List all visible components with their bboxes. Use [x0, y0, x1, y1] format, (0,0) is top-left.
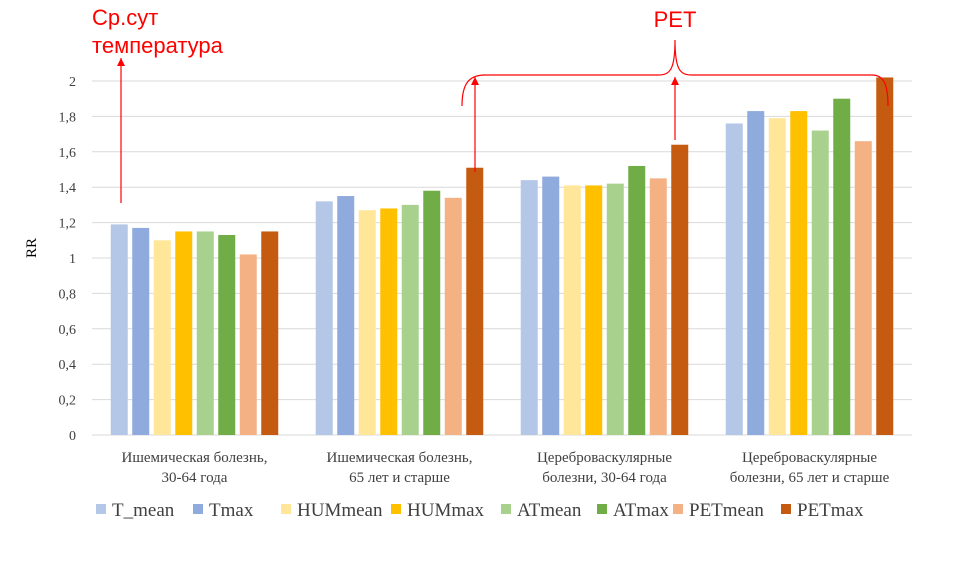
legend-swatch-PETmax: [781, 504, 791, 514]
legend-label-PETmean: PETmean: [689, 500, 764, 521]
category-label: 65 лет и старше: [349, 470, 450, 486]
legend-swatch-ATmean: [501, 504, 511, 514]
bar-Tmax: [132, 227, 150, 435]
annotation-pet-label: PET: [654, 7, 697, 32]
category-label: болезни, 30-64 года: [542, 470, 667, 486]
category-label: Цереброваскулярные: [742, 450, 877, 466]
category-label: болезни, 65 лет и старше: [730, 470, 890, 486]
legend-swatch-Tmax: [193, 504, 203, 514]
annotations: Ср.сут температура PET: [92, 5, 889, 203]
legend-label-PETmax: PETmax: [797, 500, 864, 521]
y-tick-label: 1: [69, 252, 76, 267]
bar-ATmax: [628, 165, 646, 435]
annotation-left-label: Ср.сут: [92, 5, 158, 30]
bars: [110, 77, 894, 436]
bar-ATmax: [218, 234, 236, 435]
y-tick-label: 1,4: [59, 181, 77, 196]
bar-T_mean: [520, 180, 538, 435]
category-label: Ишемическая болезнь,: [122, 450, 268, 466]
annotation-brace: [461, 39, 889, 107]
bar-HUMmax: [175, 231, 193, 435]
arrow-left-head: [117, 58, 125, 66]
bar-ATmean: [401, 204, 419, 435]
y-tick-label: 0: [69, 429, 76, 444]
y-tick-label: 0,6: [59, 323, 77, 338]
y-axis-tick-labels: 0 0,2 0,4 0,6 0,8 1 1,2 1,4 1,6 1,8 2: [59, 75, 77, 444]
legend-swatch-ATmax: [597, 504, 607, 514]
arrow-pet-2-head: [671, 77, 679, 85]
category-label: 30-64 года: [162, 470, 228, 486]
y-tick-label: 0,4: [59, 358, 77, 373]
category-label: Ишемическая болезнь,: [327, 450, 473, 466]
bar-HUMmean: [563, 185, 581, 435]
x-axis-category-labels: Ишемическая болезнь, 30-64 года Ишемическа…: [122, 450, 890, 486]
bar-Tmax: [542, 176, 560, 435]
bar-ATmean: [196, 231, 214, 435]
bar-PETmax: [876, 77, 894, 436]
y-tick-label: 0,2: [59, 394, 77, 409]
bar-PETmean: [854, 141, 872, 435]
y-tick-label: 0,8: [59, 287, 77, 302]
legend-label-HUMmean: HUMmean: [297, 500, 383, 521]
bar-Tmax: [747, 111, 765, 435]
bar-ATmax: [423, 190, 441, 435]
legend-swatch-HUMmax: [391, 504, 401, 514]
legend-label-ATmean: ATmean: [517, 500, 582, 521]
annotation-left-label: температура: [92, 33, 224, 58]
bar-T_mean: [315, 201, 333, 435]
bar-HUMmax: [380, 208, 398, 435]
bar-HUMmean: [153, 240, 171, 435]
legend-label-ATmax: ATmax: [613, 500, 669, 521]
y-tick-label: 1,8: [59, 110, 77, 125]
bar-T_mean: [725, 123, 743, 435]
bar-HUMmean: [358, 210, 376, 435]
bar-HUMmean: [768, 118, 786, 436]
bar-PETmax: [261, 231, 279, 435]
bar-PETmax: [466, 167, 484, 436]
y-tick-label: 2: [69, 75, 76, 90]
bar-PETmax: [671, 144, 689, 435]
y-tick-label: 1,6: [59, 146, 77, 161]
arrow-pet-1-head: [471, 77, 479, 85]
bar-PETmean: [239, 254, 257, 435]
legend-swatch-HUMmean: [281, 504, 291, 514]
y-tick-label: 1,2: [59, 217, 77, 232]
bar-ATmean: [811, 130, 829, 435]
bar-T_mean: [110, 224, 128, 435]
legend-swatch-PETmean: [673, 504, 683, 514]
legend-swatch-T_mean: [96, 504, 106, 514]
bar-ATmean: [606, 183, 624, 435]
legend-label-HUMmax: HUMmax: [407, 500, 485, 521]
bar-PETmean: [444, 197, 462, 435]
legend-label-T_mean: T_mean: [112, 500, 175, 521]
bar-HUMmax: [585, 185, 603, 435]
y-axis-label: RR: [24, 238, 40, 258]
bar-ATmax: [833, 98, 851, 435]
bar-HUMmax: [790, 111, 808, 435]
legend-label-Tmax: Tmax: [209, 500, 254, 521]
bar-PETmean: [649, 178, 667, 435]
legend: T_mean Tmax HUMmean HUMmax ATmean ATmax PETmea…: [96, 500, 864, 521]
bar-Tmax: [337, 196, 355, 435]
category-label: Цереброваскулярные: [537, 450, 672, 466]
gridlines: [92, 80, 912, 436]
